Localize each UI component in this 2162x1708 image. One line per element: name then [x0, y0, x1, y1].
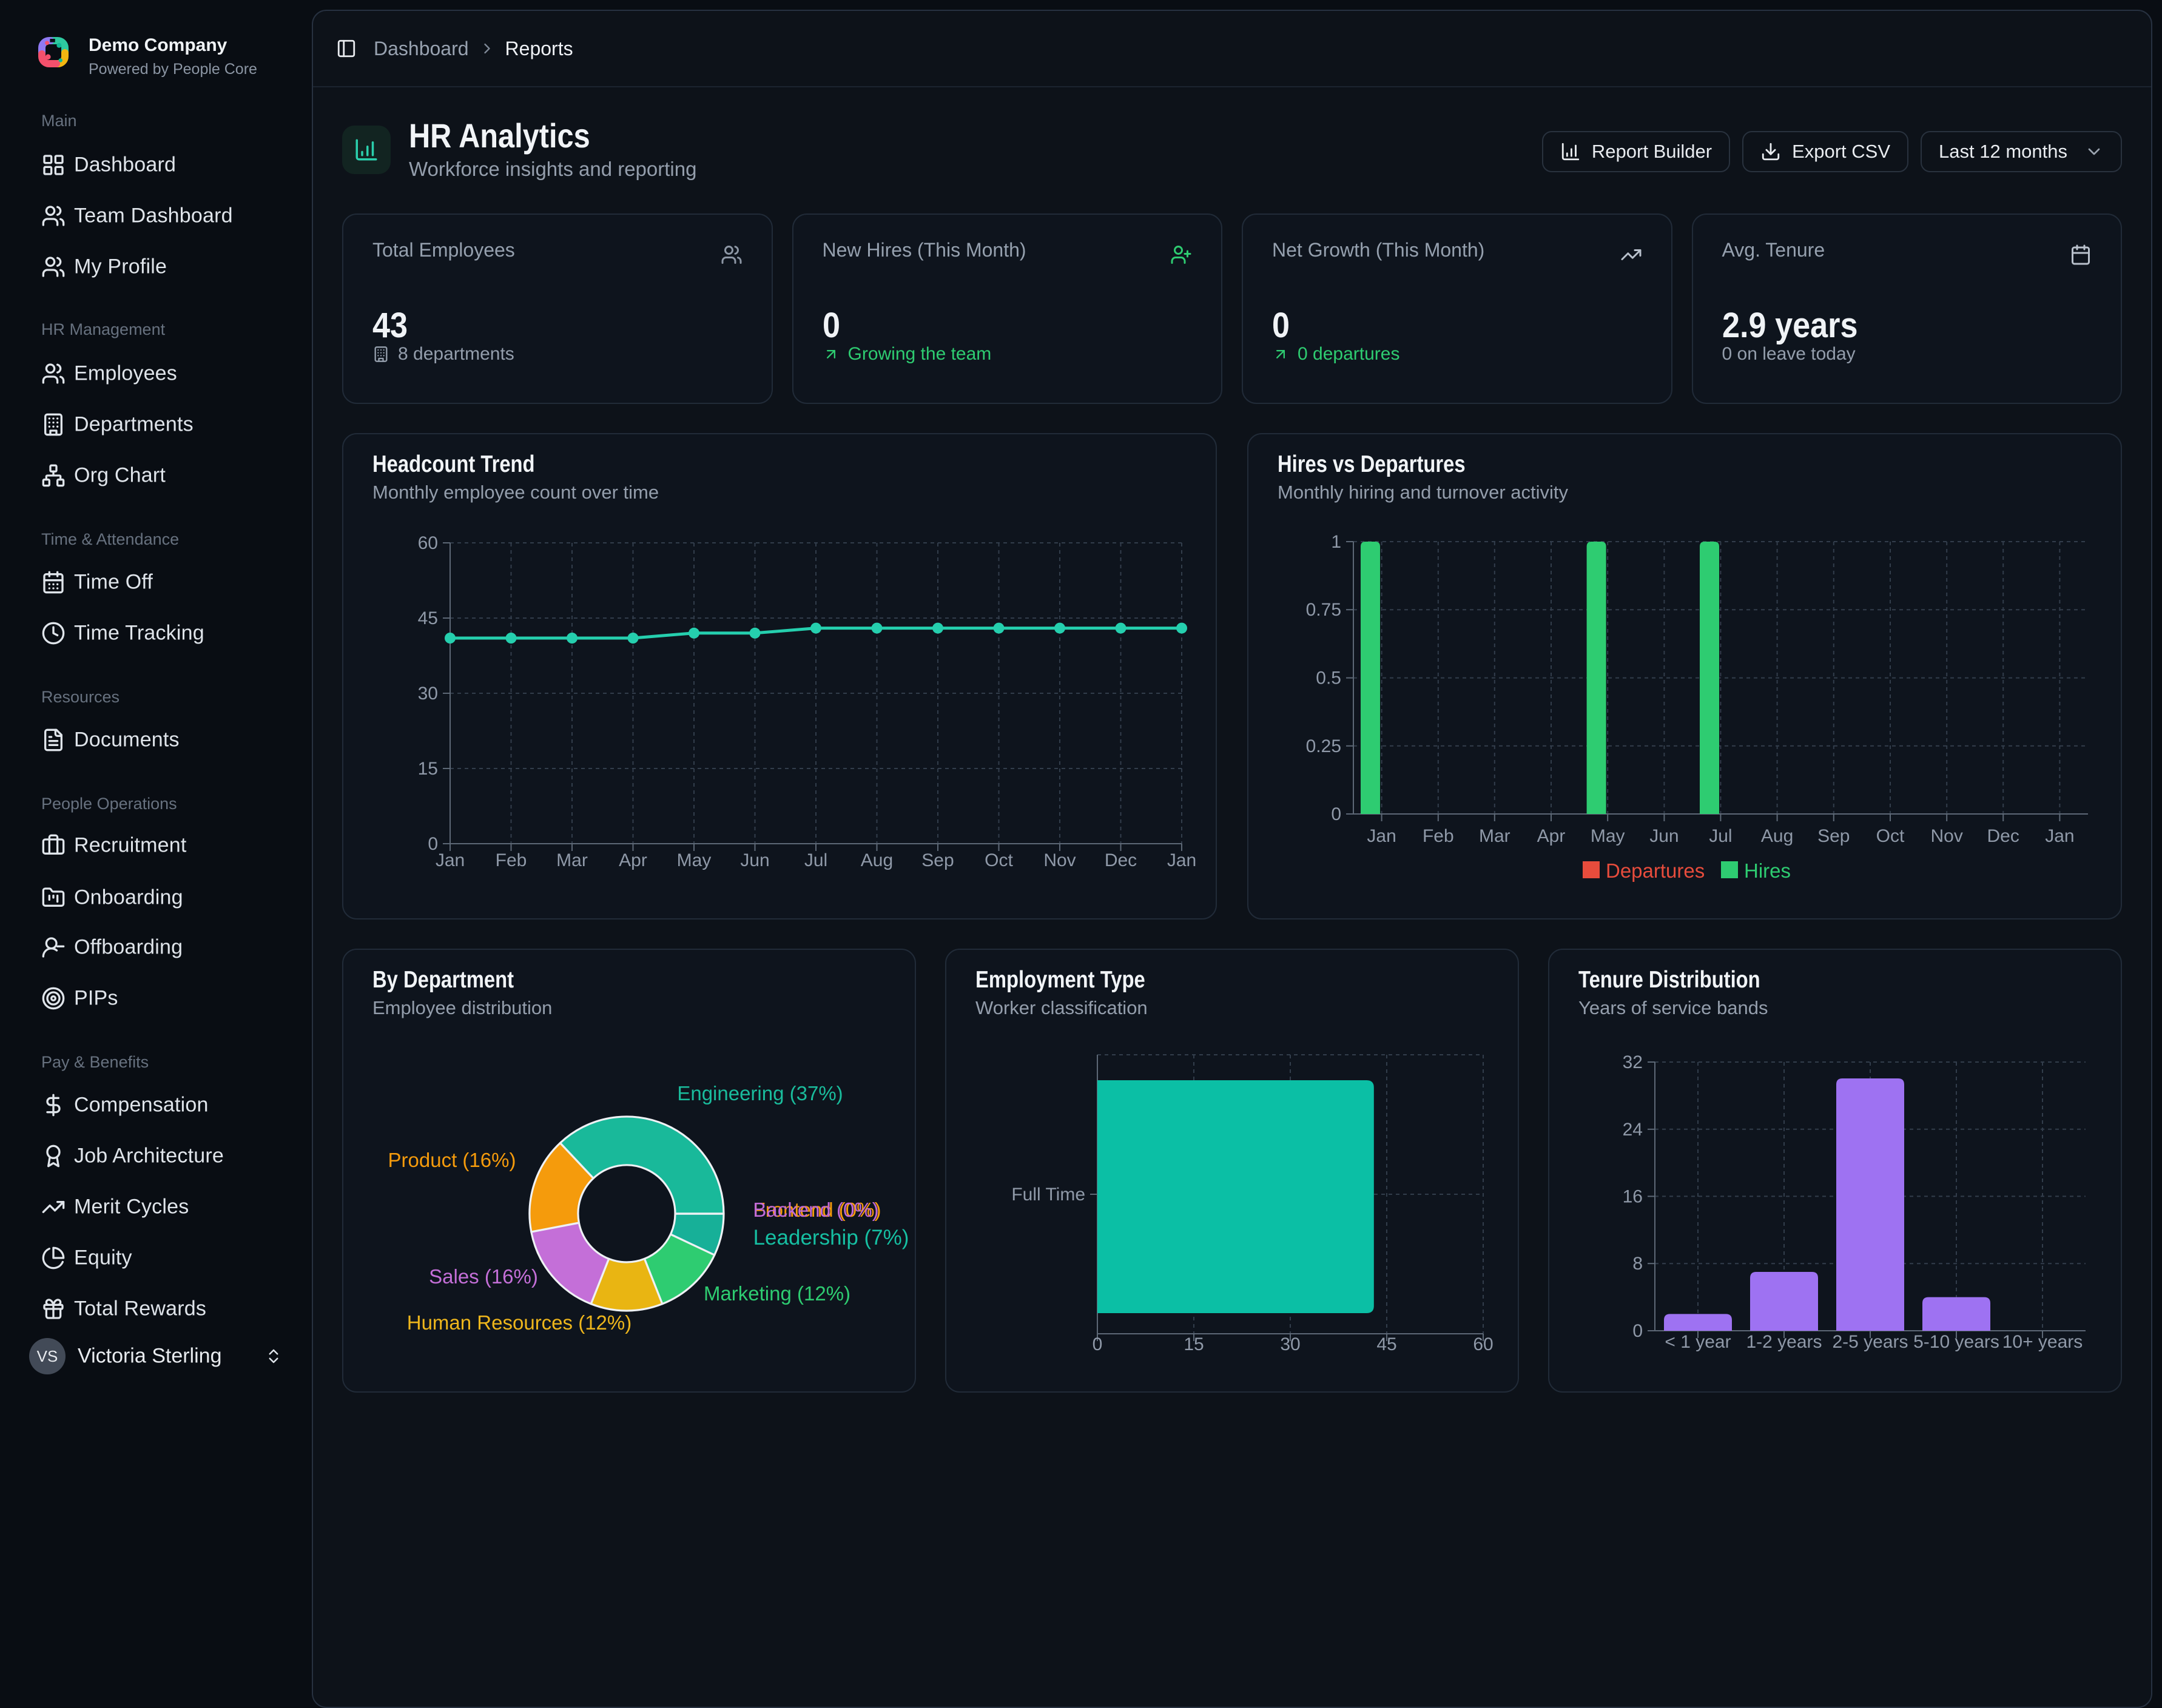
- svg-text:45: 45: [418, 608, 438, 628]
- svg-text:Departures: Departures: [1606, 859, 1705, 882]
- svg-text:Jul: Jul: [804, 850, 827, 870]
- svg-text:Full Time: Full Time: [1011, 1185, 1085, 1205]
- svg-text:Jan: Jan: [1367, 826, 1396, 846]
- svg-text:Dec: Dec: [1105, 850, 1137, 870]
- svg-text:Nov: Nov: [1931, 826, 1963, 846]
- svg-text:Frontend (0%): Frontend (0%): [753, 1199, 881, 1221]
- svg-text:2-5 years: 2-5 years: [1832, 1332, 1908, 1352]
- svg-text:10+ years: 10+ years: [2002, 1332, 2083, 1352]
- svg-text:May: May: [677, 850, 712, 870]
- svg-text:< 1 year: < 1 year: [1665, 1332, 1731, 1352]
- svg-text:0: 0: [1331, 804, 1341, 824]
- svg-text:Marketing (12%): Marketing (12%): [704, 1282, 850, 1305]
- svg-text:Backend (0%): Backend (0%): [753, 1199, 878, 1221]
- svg-text:24: 24: [1623, 1120, 1643, 1140]
- svg-text:Feb: Feb: [496, 850, 527, 870]
- svg-text:30: 30: [418, 684, 438, 704]
- svg-text:Engineering (37%): Engineering (37%): [677, 1082, 843, 1104]
- svg-text:0.25: 0.25: [1306, 736, 1341, 756]
- svg-text:Product (16%): Product (16%): [388, 1149, 516, 1171]
- svg-text:5-10 years: 5-10 years: [1913, 1332, 1999, 1352]
- svg-text:8: 8: [1632, 1254, 1643, 1274]
- svg-text:Sales (16%): Sales (16%): [429, 1265, 538, 1288]
- svg-text:Jun: Jun: [740, 850, 769, 870]
- svg-text:Sep: Sep: [1817, 826, 1850, 846]
- svg-text:0: 0: [428, 834, 438, 854]
- svg-text:May: May: [1591, 826, 1625, 846]
- svg-text:Aug: Aug: [861, 850, 893, 870]
- svg-text:30: 30: [1280, 1334, 1300, 1354]
- svg-text:0: 0: [1632, 1321, 1643, 1341]
- svg-text:Apr: Apr: [619, 850, 647, 870]
- svg-text:32: 32: [1623, 1052, 1643, 1072]
- svg-text:Sep: Sep: [921, 850, 954, 870]
- svg-text:Jul: Jul: [1709, 826, 1732, 846]
- svg-text:15: 15: [418, 759, 438, 779]
- svg-text:Feb: Feb: [1423, 826, 1454, 846]
- svg-text:16: 16: [1623, 1186, 1643, 1206]
- svg-text:Jun: Jun: [1649, 826, 1679, 846]
- svg-text:1: 1: [1331, 532, 1341, 552]
- svg-text:Oct: Oct: [985, 850, 1013, 870]
- svg-text:60: 60: [418, 533, 438, 553]
- svg-text:Mar: Mar: [1479, 826, 1510, 846]
- svg-text:Jan: Jan: [436, 850, 465, 870]
- svg-text:0.5: 0.5: [1316, 668, 1341, 688]
- svg-text:Human Resources (12%): Human Resources (12%): [407, 1311, 631, 1334]
- svg-text:Hires: Hires: [1744, 859, 1791, 882]
- svg-text:45: 45: [1376, 1334, 1396, 1354]
- svg-text:60: 60: [1473, 1334, 1493, 1354]
- svg-text:15: 15: [1184, 1334, 1204, 1354]
- svg-text:Leadership (7%): Leadership (7%): [753, 1226, 909, 1249]
- svg-text:0: 0: [1093, 1334, 1103, 1354]
- svg-text:Dec: Dec: [1987, 826, 2019, 846]
- svg-text:Jan: Jan: [2045, 826, 2074, 846]
- svg-text:Jan: Jan: [1167, 850, 1196, 870]
- svg-text:Aug: Aug: [1761, 826, 1793, 846]
- svg-text:Apr: Apr: [1537, 826, 1566, 846]
- svg-text:0.75: 0.75: [1306, 600, 1341, 620]
- svg-text:Mar: Mar: [556, 850, 588, 870]
- svg-text:1-2 years: 1-2 years: [1746, 1332, 1822, 1352]
- svg-text:Oct: Oct: [1876, 826, 1905, 846]
- svg-text:Nov: Nov: [1043, 850, 1076, 870]
